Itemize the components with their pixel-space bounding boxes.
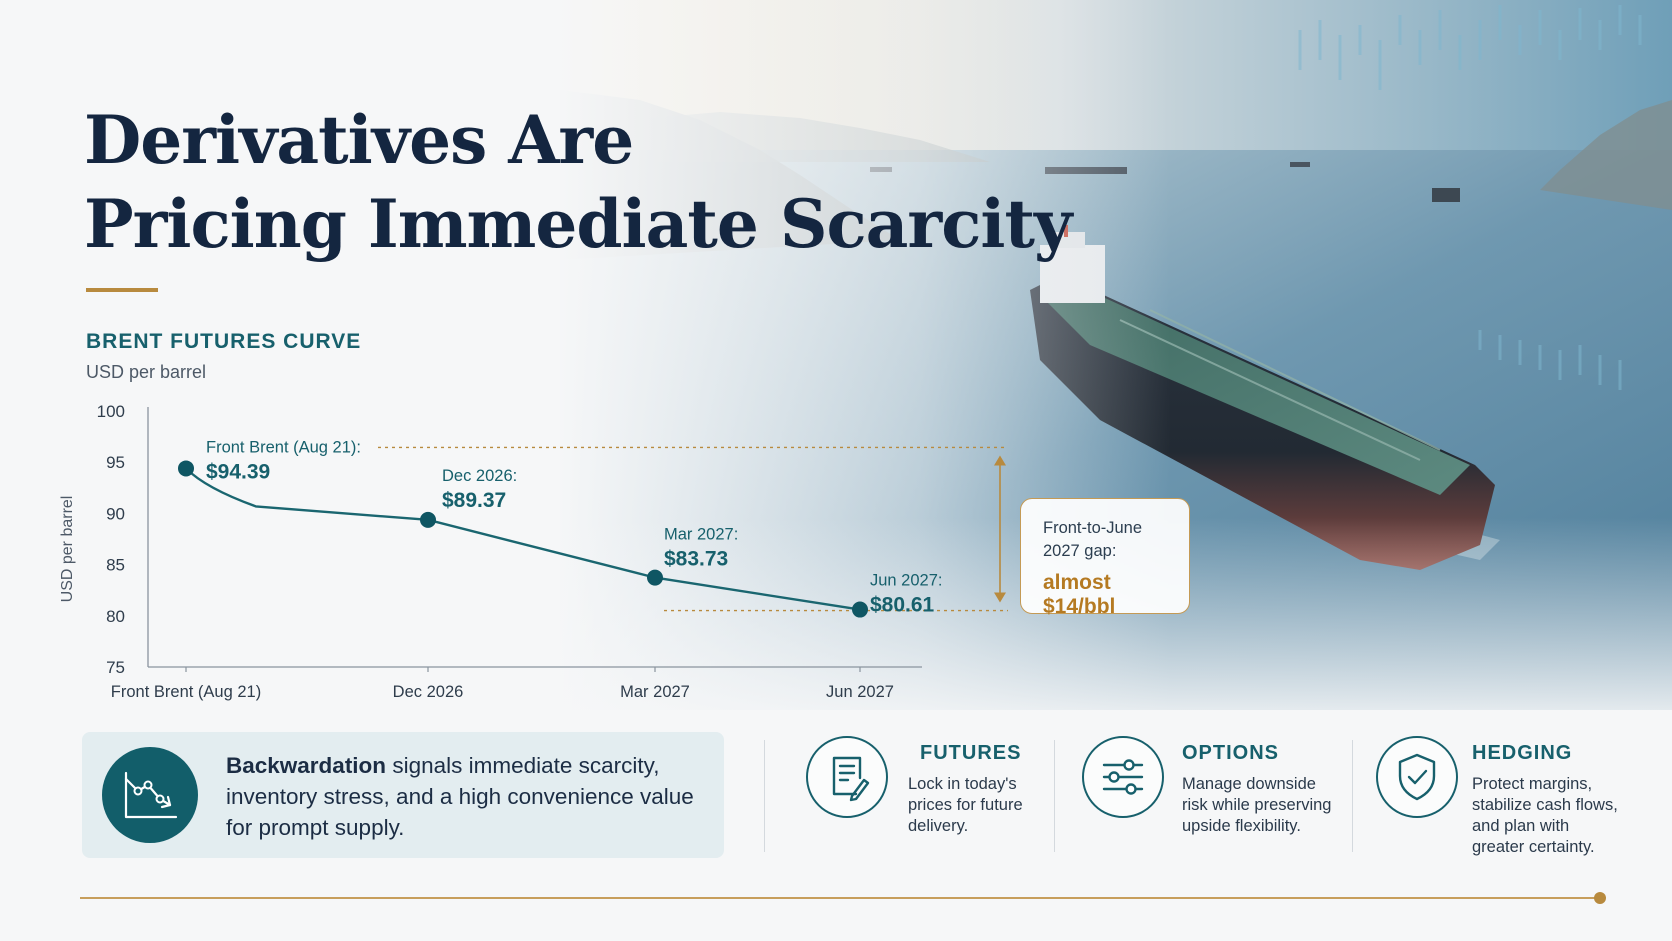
feature-options-desc: Manage downside risk while preserving up… bbox=[1182, 775, 1332, 835]
x-tick-label: Jun 2027 bbox=[826, 683, 894, 701]
title-underline bbox=[86, 288, 158, 292]
y-tick-label: 90 bbox=[106, 504, 125, 523]
data-point bbox=[647, 569, 663, 586]
series-line bbox=[185, 467, 861, 611]
y-tick-label: 85 bbox=[106, 556, 125, 575]
y-tick-label: 100 bbox=[97, 402, 125, 421]
shield-check-icon bbox=[1376, 736, 1458, 818]
page-title: Derivatives Are Pricing Immediate Scarci… bbox=[84, 98, 1072, 266]
data-label-value: $94.39 bbox=[206, 460, 270, 483]
backwardation-text: Backwardation signals immediate scarcity… bbox=[226, 750, 696, 843]
backwardation-info-box: Backwardation signals immediate scarcity… bbox=[82, 732, 724, 858]
feature-options-title: OPTIONS bbox=[1182, 742, 1280, 764]
y-tick-label: 80 bbox=[106, 607, 125, 626]
data-label-name: Dec 2026: bbox=[442, 467, 517, 485]
gap-arrow-head-down bbox=[994, 592, 1006, 603]
divider bbox=[1352, 740, 1353, 852]
backwardation-description: signals immediate scarcity, inventory st… bbox=[226, 753, 694, 840]
x-tick-label: Dec 2026 bbox=[393, 683, 464, 701]
page-title-line-2: Pricing Immediate Scarcity bbox=[84, 185, 1072, 263]
y-axis-title: USD per barrel bbox=[59, 496, 76, 603]
data-label-name: Mar 2027: bbox=[664, 526, 738, 544]
bottom-rule-dot bbox=[1594, 892, 1606, 904]
gap-arrow-head-up bbox=[994, 455, 1006, 466]
gap-callout-label: Front-to-June 2027 gap: bbox=[1043, 519, 1143, 560]
sliders-icon bbox=[1082, 736, 1164, 818]
gap-callout: Front-to-June 2027 gap: almost $14/bbl bbox=[1020, 498, 1190, 618]
bottom-rule bbox=[80, 897, 1600, 899]
data-point bbox=[852, 601, 868, 618]
y-tick-label: 75 bbox=[106, 658, 125, 677]
divider bbox=[764, 740, 765, 852]
x-tick-label: Front Brent (Aug 21) bbox=[111, 683, 261, 701]
data-label-value: $89.37 bbox=[442, 489, 506, 512]
data-label-name: Jun 2027: bbox=[870, 572, 942, 590]
y-tick-label: 95 bbox=[106, 453, 125, 472]
chart-subtitle: USD per barrel bbox=[86, 362, 207, 382]
feature-futures-title: FUTURES bbox=[920, 742, 1022, 764]
data-label-value: $80.61 bbox=[870, 594, 935, 617]
divider bbox=[1054, 740, 1055, 852]
feature-futures-desc: Lock in today's prices for future delive… bbox=[908, 775, 1023, 835]
chart-title: BRENT FUTURES CURVE bbox=[86, 330, 362, 353]
data-label-value: $83.73 bbox=[664, 548, 728, 571]
data-label-name: Front Brent (Aug 21): bbox=[206, 438, 361, 456]
gap-callout-value: almost $14/bbl bbox=[1043, 571, 1116, 618]
contract-pen-icon bbox=[806, 736, 888, 818]
page-title-line-1: Derivatives Are bbox=[84, 101, 634, 179]
x-tick-label: Mar 2027 bbox=[620, 683, 690, 701]
feature-hedging-desc: Protect margins, stabilize cash flows, a… bbox=[1472, 775, 1618, 856]
data-point bbox=[178, 460, 194, 477]
backwardation-term: Backwardation bbox=[226, 753, 387, 778]
declining-chart-icon bbox=[102, 747, 198, 843]
feature-hedging-title: HEDGING bbox=[1472, 742, 1573, 764]
data-point bbox=[420, 511, 436, 528]
